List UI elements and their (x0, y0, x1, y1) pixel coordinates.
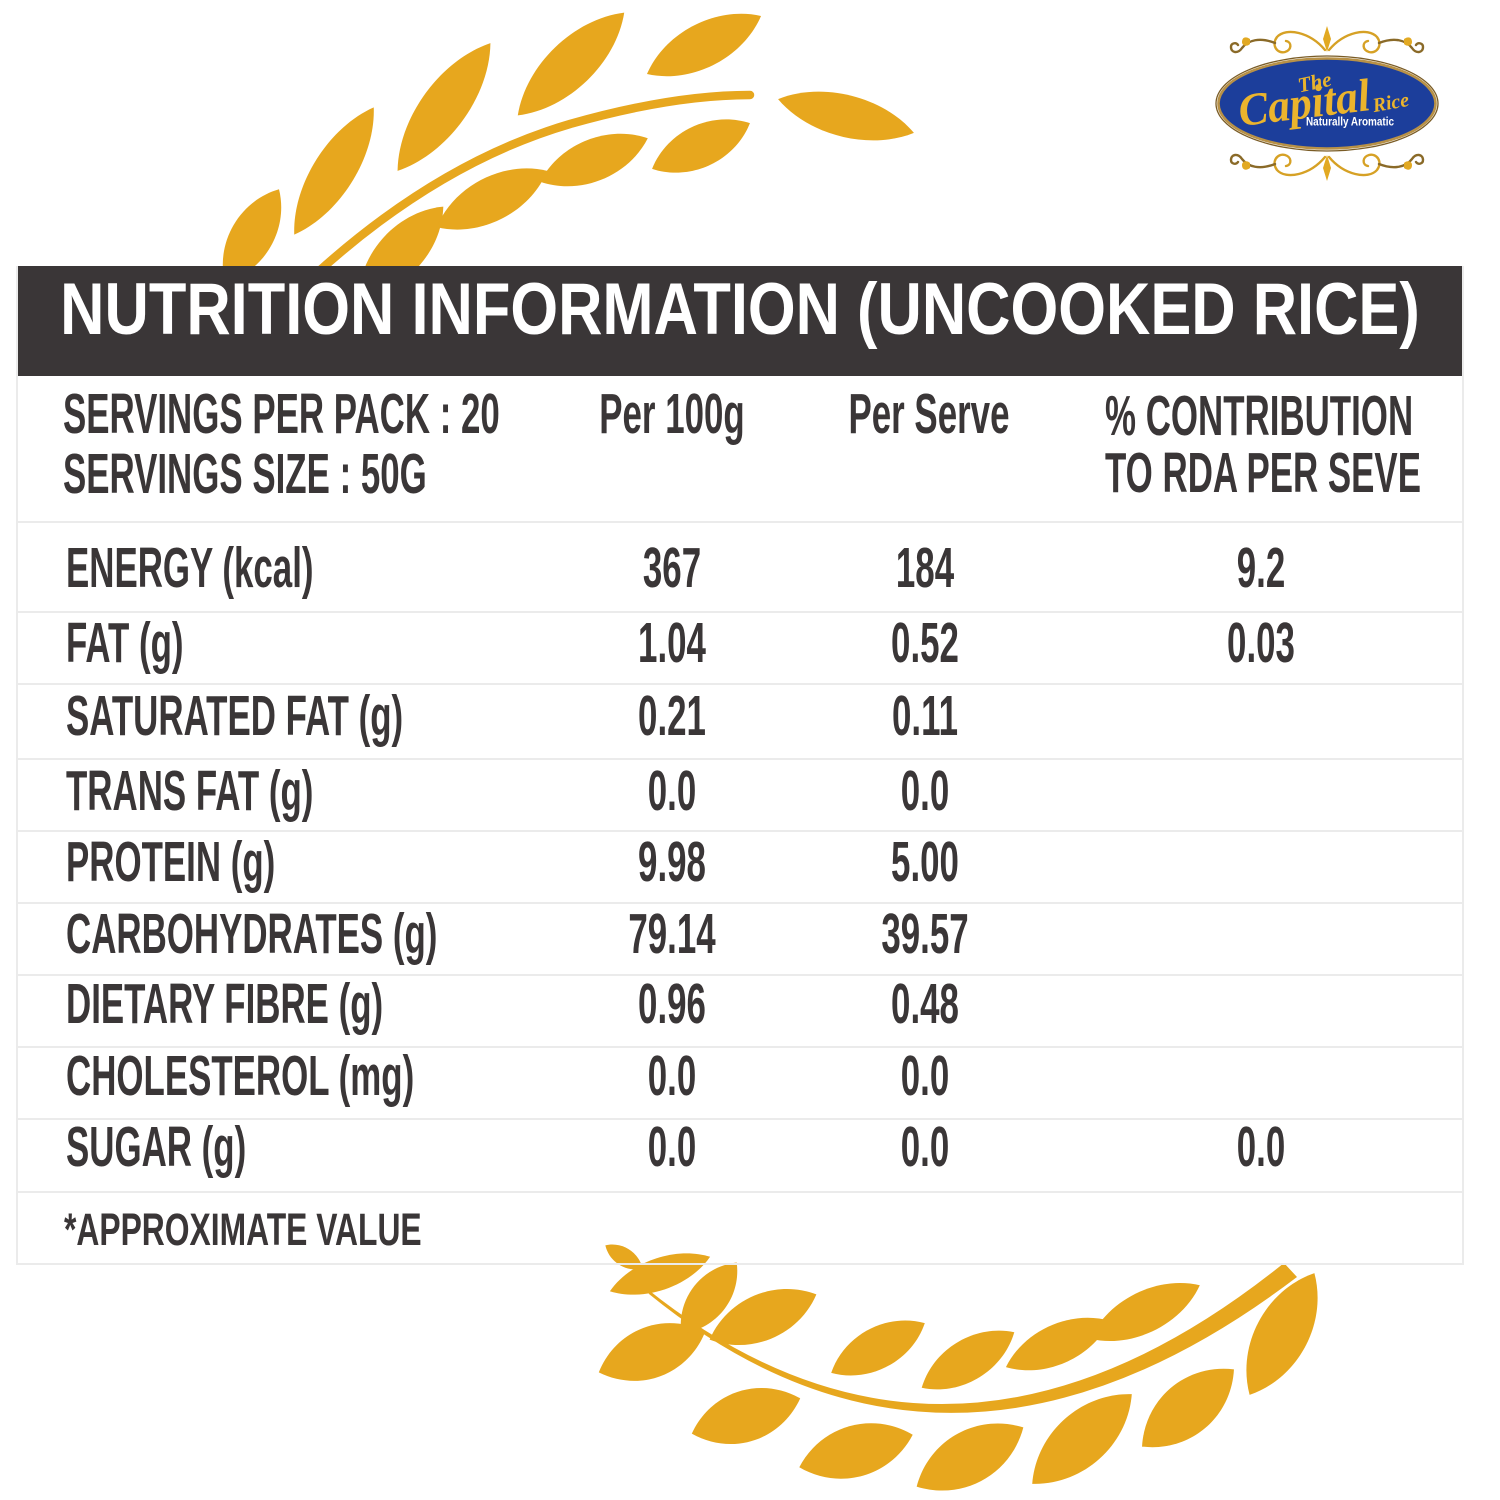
svg-text:Naturally Aromatic: Naturally Aromatic (1306, 117, 1395, 129)
